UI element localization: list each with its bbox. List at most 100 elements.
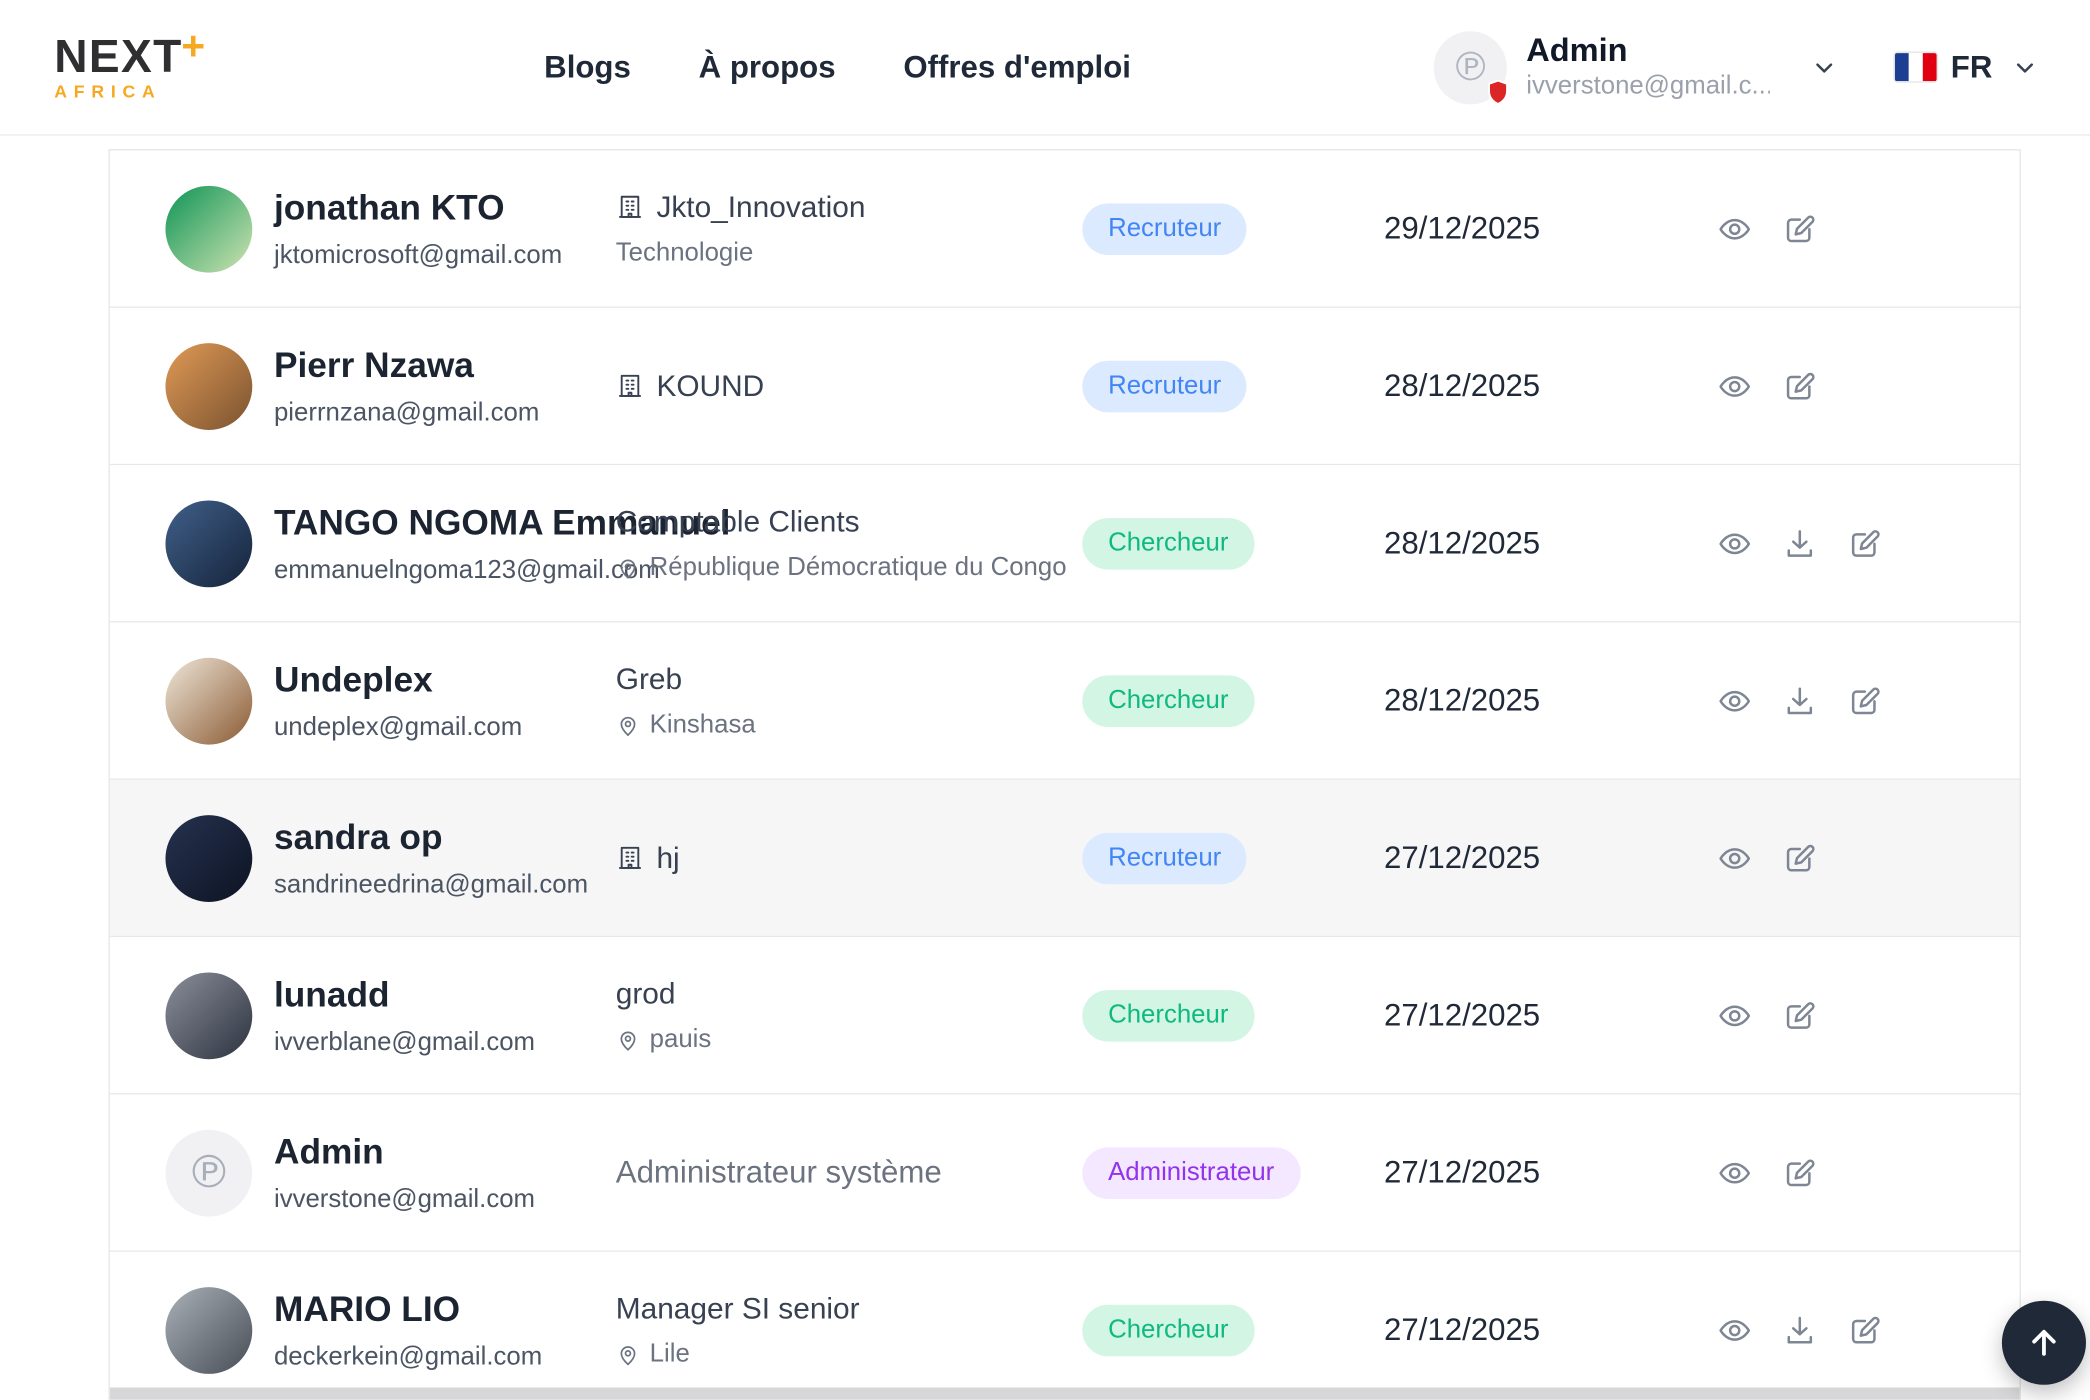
building-icon: [616, 844, 644, 872]
org-title: Jkto_Innovation: [656, 189, 866, 224]
org-cell: Greb Kinshasa: [616, 661, 1072, 740]
org-main: Comptable Clients: [616, 504, 1072, 539]
edit-pencil-icon: [1782, 998, 1817, 1033]
chevron-down-icon: [1811, 54, 1838, 81]
org-sub: pauis: [616, 1025, 1072, 1055]
edit-button[interactable]: [1847, 1312, 1882, 1347]
user-email-header: ivverstone@gmail.c...: [1526, 71, 1771, 100]
view-button[interactable]: [1717, 683, 1752, 718]
edit-pencil-icon: [1847, 683, 1882, 718]
view-button[interactable]: [1717, 211, 1752, 246]
actions-cell: [1625, 368, 2020, 403]
org-cell: KOUND: [616, 368, 1072, 403]
edit-button[interactable]: [1782, 840, 1817, 875]
identity-cell: sandra op sandrineedrina@gmail.com: [252, 816, 615, 900]
avatar: [165, 971, 253, 1059]
badge-cell: Recruteur: [1071, 360, 1299, 412]
edit-button[interactable]: [1847, 683, 1882, 718]
edit-button[interactable]: [1782, 1155, 1817, 1190]
location-pin-icon: [616, 1342, 640, 1366]
user-name: Admin: [273, 1130, 384, 1172]
role-badge: Administrateur: [1082, 1146, 1301, 1199]
table-bottom-strip: [109, 1387, 2020, 1400]
logo-region: AFRICA: [54, 81, 162, 102]
nav-apropos[interactable]: À propos: [698, 48, 836, 85]
eye-icon: [1717, 1312, 1752, 1347]
nav-blogs[interactable]: Blogs: [544, 48, 631, 85]
table-row: lunadd ivverblane@gmail.com grod pauis Cherc…: [109, 937, 2020, 1095]
date-cell: 27/12/2025: [1384, 1154, 1541, 1190]
language-selector[interactable]: FR: [1895, 49, 2038, 86]
view-button[interactable]: [1717, 1155, 1752, 1190]
user-name: Undeplex: [273, 658, 433, 700]
date-cell: 28/12/2025: [1384, 367, 1541, 403]
eye-icon: [1717, 526, 1752, 561]
view-button[interactable]: [1717, 998, 1752, 1033]
role-badge: Chercheur: [1082, 674, 1255, 727]
badge-cell: Recruteur: [1071, 832, 1299, 884]
org-title: Administrateur système: [615, 1154, 942, 1190]
org-subtitle: Kinshasa: [649, 710, 756, 739]
eye-icon: [1717, 840, 1752, 875]
badge-cell: Administrateur: [1071, 1146, 1301, 1199]
table-row: ℗ Admin ivverstone@gmail.com Administrateur…: [109, 1094, 2020, 1252]
org-subtitle: Lile: [649, 1339, 690, 1368]
location-pin-icon: [616, 1027, 640, 1051]
org-title: KOUND: [656, 368, 765, 403]
download-button[interactable]: [1782, 1312, 1817, 1347]
org-sub: Lile: [616, 1339, 1072, 1369]
user-email: undeplex@gmail.com: [273, 712, 523, 742]
role-badge: Chercheur: [1082, 989, 1255, 1041]
user-text: Admin ivverstone@gmail.c...: [1526, 32, 1770, 102]
avatar-cell: [110, 1286, 253, 1374]
org-cell: grod pauis: [616, 976, 1072, 1055]
user-menu[interactable]: ℗ Admin ivverstone@gmail.c...: [1434, 30, 1838, 105]
avatar: [165, 814, 253, 902]
org-main: grod: [616, 976, 1072, 1011]
nav-offres-emploi[interactable]: Offres d'emploi: [903, 48, 1131, 85]
org-cell: Comptable Clients République Démocratique…: [616, 504, 1072, 583]
view-button[interactable]: [1717, 1312, 1752, 1347]
badge-cell: Chercheur: [1071, 517, 1299, 569]
user-name: lunadd: [273, 973, 390, 1014]
table-row: jonathan KTO jktomicrosoft@gmail.com Jkto_…: [109, 150, 2020, 308]
france-flag-icon: [1895, 53, 1938, 82]
edit-button[interactable]: [1782, 211, 1817, 246]
edit-pencil-icon: [1782, 1155, 1817, 1190]
org-main: Jkto_Innovation: [616, 189, 1072, 224]
eye-icon: [1717, 683, 1752, 718]
eye-icon: [1717, 1155, 1752, 1190]
user-email: pierrnzana@gmail.com: [273, 398, 540, 427]
eye-icon: [1717, 368, 1752, 403]
org-cell: Jkto_Innovation Technologie: [616, 189, 1072, 268]
view-button[interactable]: [1717, 368, 1752, 403]
date-cell: 27/12/2025: [1384, 839, 1541, 875]
view-button[interactable]: [1717, 526, 1752, 561]
download-button[interactable]: [1782, 683, 1817, 718]
badge-cell: Chercheur: [1071, 989, 1299, 1041]
actions-cell: [1625, 683, 2020, 718]
download-button[interactable]: [1782, 526, 1817, 561]
view-button[interactable]: [1717, 840, 1752, 875]
avatar: [165, 342, 253, 430]
scroll-top-button[interactable]: [2001, 1300, 2086, 1385]
edit-button[interactable]: [1782, 998, 1817, 1033]
role-badge: Chercheur: [1082, 1304, 1255, 1356]
org-main: KOUND: [616, 368, 1072, 403]
download-icon: [1782, 1312, 1817, 1347]
org-subtitle: Technologie: [615, 238, 754, 267]
users-table: jonathan KTO jktomicrosoft@gmail.com Jkto_…: [108, 149, 2021, 1400]
org-subtitle: pauis: [649, 1024, 712, 1054]
table-row: Pierr Nzawa pierrnzana@gmail.com KOUND Recr…: [109, 307, 2020, 466]
location-pin-icon: [616, 713, 640, 737]
actions-cell: [1625, 998, 2020, 1033]
org-sub: Kinshasa: [616, 710, 1072, 740]
edit-button[interactable]: [1847, 526, 1882, 561]
org-main: Administrateur système: [616, 1154, 1072, 1191]
role-badge: Chercheur: [1082, 517, 1255, 569]
edit-button[interactable]: [1782, 368, 1817, 403]
org-sub: République Démocratique du Congo: [616, 553, 1072, 583]
user-email: emmanuelngoma123@gmail.com: [273, 555, 660, 584]
logo[interactable]: NEXT+ AFRICA: [54, 26, 205, 102]
